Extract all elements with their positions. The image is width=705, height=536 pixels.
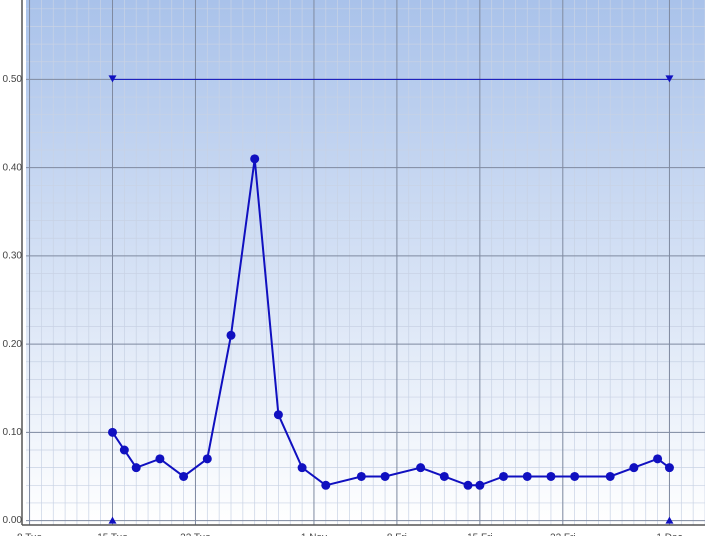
point bbox=[416, 463, 426, 473]
point bbox=[664, 463, 674, 473]
y-tick-label: 0.40 bbox=[3, 162, 23, 173]
y-tick-label: 0.20 bbox=[3, 339, 23, 350]
point bbox=[297, 463, 307, 473]
x-tick-label: 22 Tue bbox=[180, 533, 211, 536]
x-tick-label: 8 Tue bbox=[17, 533, 42, 536]
x-tick-label: 1 Nov bbox=[301, 533, 327, 536]
point bbox=[653, 454, 663, 464]
limit-marker bbox=[108, 75, 117, 83]
point bbox=[155, 454, 165, 464]
plot-area bbox=[26, 0, 705, 525]
point bbox=[605, 471, 615, 481]
point bbox=[380, 471, 390, 481]
x-tick-label: 1 Dec bbox=[656, 533, 682, 536]
point bbox=[629, 463, 639, 473]
x-tick-label: 15 Fri bbox=[467, 533, 493, 536]
base-marker bbox=[108, 516, 117, 524]
point bbox=[202, 454, 212, 464]
point bbox=[463, 480, 473, 490]
x-tick-label: 22 Fri bbox=[550, 533, 576, 536]
point bbox=[131, 463, 141, 473]
y-tick-label: 0.30 bbox=[3, 251, 23, 262]
point bbox=[119, 445, 129, 455]
point bbox=[570, 471, 580, 481]
point bbox=[499, 471, 509, 481]
point bbox=[321, 480, 331, 490]
point bbox=[546, 471, 556, 481]
y-tick-label: 0.10 bbox=[3, 427, 23, 438]
point bbox=[475, 480, 485, 490]
limit-marker bbox=[665, 75, 674, 83]
point bbox=[226, 330, 236, 340]
point bbox=[179, 471, 189, 481]
point bbox=[522, 471, 532, 481]
point bbox=[356, 471, 366, 481]
y-tick-label: 0.50 bbox=[3, 74, 23, 85]
point bbox=[439, 471, 449, 481]
y-tick-label: 0.00 bbox=[3, 515, 23, 526]
x-tick-label: 8 Fri bbox=[387, 533, 407, 536]
point bbox=[108, 427, 118, 437]
point bbox=[273, 410, 283, 420]
x-tick-label: 15 Tue bbox=[97, 533, 128, 536]
base-marker bbox=[665, 516, 674, 524]
point bbox=[250, 154, 260, 164]
